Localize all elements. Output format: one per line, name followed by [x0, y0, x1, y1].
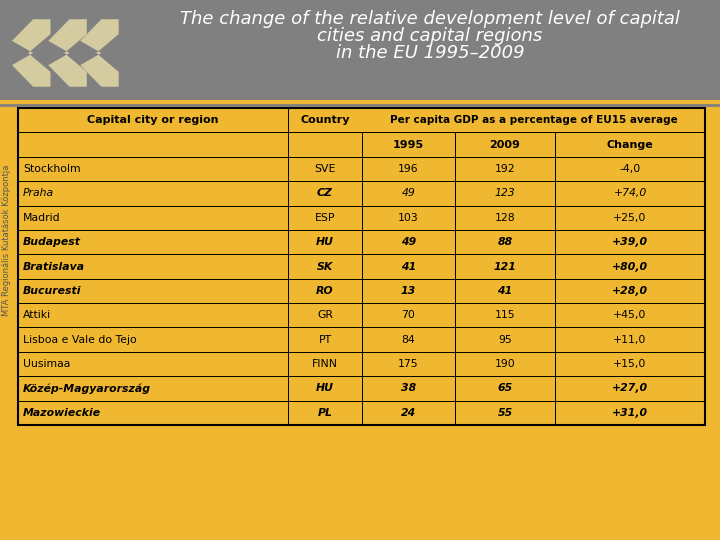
- Text: PL: PL: [318, 408, 333, 418]
- Text: 24: 24: [401, 408, 416, 418]
- Polygon shape: [483, 235, 539, 355]
- Text: Budapest: Budapest: [23, 237, 81, 247]
- Text: SVE: SVE: [315, 164, 336, 174]
- Text: Lisboa e Vale do Tejo: Lisboa e Vale do Tejo: [23, 335, 137, 345]
- Text: ESP: ESP: [315, 213, 336, 222]
- Text: +45,0: +45,0: [613, 310, 647, 320]
- Text: 70: 70: [402, 310, 415, 320]
- Text: HU: HU: [316, 237, 334, 247]
- Text: +28,0: +28,0: [612, 286, 648, 296]
- Text: FINN: FINN: [312, 359, 338, 369]
- Text: 2009: 2009: [490, 139, 521, 150]
- Text: 49: 49: [401, 237, 416, 247]
- Bar: [18, 108, 705, 425]
- Text: MTA Regionális Kutatások Központja: MTA Regionális Kutatások Központja: [2, 164, 12, 316]
- Text: Capital city or region: Capital city or region: [87, 115, 219, 125]
- Text: 175: 175: [398, 359, 419, 369]
- Text: 123: 123: [495, 188, 516, 198]
- Text: Madrid: Madrid: [23, 213, 60, 222]
- Text: Bratislava: Bratislava: [23, 261, 85, 272]
- Text: 190: 190: [495, 359, 516, 369]
- Text: 84: 84: [402, 335, 415, 345]
- Text: Per capita GDP as a percentage of EU15 average: Per capita GDP as a percentage of EU15 a…: [390, 115, 678, 125]
- Text: +80,0: +80,0: [612, 261, 648, 272]
- Text: 192: 192: [495, 164, 516, 174]
- Text: 95: 95: [498, 335, 512, 345]
- Text: Stockholm: Stockholm: [23, 164, 81, 174]
- Text: RO: RO: [316, 286, 334, 296]
- Text: cities and capital regions: cities and capital regions: [318, 27, 543, 45]
- Polygon shape: [12, 19, 50, 87]
- Polygon shape: [48, 19, 87, 87]
- Text: Uusimaa: Uusimaa: [23, 359, 71, 369]
- Bar: [0, 0, 720, 100]
- Text: +31,0: +31,0: [612, 408, 648, 418]
- Text: Mazowieckie: Mazowieckie: [23, 408, 101, 418]
- Text: +11,0: +11,0: [613, 335, 647, 345]
- Text: Attiki: Attiki: [23, 310, 51, 320]
- Text: +74,0: +74,0: [613, 188, 647, 198]
- Text: 1995: 1995: [393, 139, 424, 150]
- Text: 128: 128: [495, 213, 516, 222]
- Text: +39,0: +39,0: [612, 237, 648, 247]
- Text: GR: GR: [317, 310, 333, 320]
- Text: in the EU 1995–2009: in the EU 1995–2009: [336, 44, 524, 62]
- Text: 55: 55: [498, 408, 513, 418]
- Text: 41: 41: [401, 261, 416, 272]
- Text: Country: Country: [300, 115, 350, 125]
- Text: CZ: CZ: [317, 188, 333, 198]
- Text: +27,0: +27,0: [612, 383, 648, 394]
- Text: Bucuresti: Bucuresti: [23, 286, 81, 296]
- Text: Change: Change: [607, 139, 653, 150]
- Polygon shape: [529, 235, 585, 355]
- Text: 49: 49: [402, 188, 415, 198]
- Text: PT: PT: [318, 335, 332, 345]
- Text: 65: 65: [498, 383, 513, 394]
- Text: 103: 103: [398, 213, 419, 222]
- Polygon shape: [430, 235, 486, 355]
- Bar: [18, 108, 705, 425]
- Text: HU: HU: [316, 383, 334, 394]
- Text: 13: 13: [401, 286, 416, 296]
- Text: +25,0: +25,0: [613, 213, 647, 222]
- Text: 88: 88: [498, 237, 513, 247]
- Text: 41: 41: [498, 286, 513, 296]
- Text: Praha: Praha: [23, 188, 54, 198]
- Text: Közép-Magyarország: Közép-Magyarország: [23, 383, 151, 394]
- Text: 115: 115: [495, 310, 516, 320]
- Text: The change of the relative development level of capital: The change of the relative development l…: [180, 10, 680, 28]
- Text: -4,0: -4,0: [619, 164, 641, 174]
- Text: 121: 121: [494, 261, 516, 272]
- Text: 196: 196: [398, 164, 419, 174]
- Text: SK: SK: [317, 261, 333, 272]
- Polygon shape: [80, 19, 119, 87]
- Text: +15,0: +15,0: [613, 359, 647, 369]
- Text: 38: 38: [401, 383, 416, 394]
